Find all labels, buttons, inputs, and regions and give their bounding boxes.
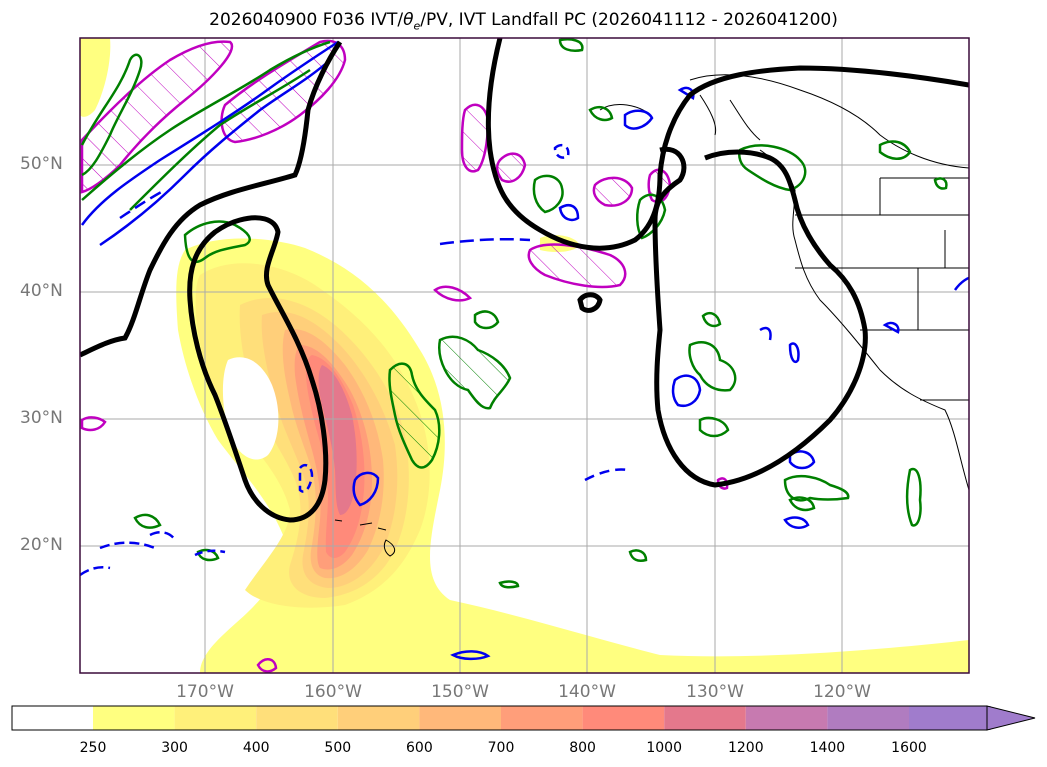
pc-region-center [460, 103, 490, 173]
colorbar-cell [909, 706, 991, 730]
lon-label-120w: 120°W [813, 682, 871, 702]
lat-label-40n: 40°N [20, 281, 63, 301]
pc-region-ellipse [592, 176, 634, 207]
lon-label-160w: 160°W [304, 682, 362, 702]
ivt-nw-strip [80, 38, 111, 117]
colorbar-cell [256, 706, 338, 730]
lon-label-170w: 170°W [176, 682, 234, 702]
colorbar [11, 705, 1036, 731]
map-title: 2026040900 F036 IVT/θe/PV, IVT Landfall … [209, 10, 838, 33]
colorbar-tick-label: 400 [242, 740, 270, 756]
colorbar-tick-label: 600 [406, 740, 433, 756]
colorbar-cell [12, 706, 93, 730]
ivt-hole [222, 357, 279, 460]
ivt-shading [80, 38, 969, 673]
colorbar-tick-label: 1600 [891, 740, 927, 756]
gridlines [80, 38, 969, 673]
theta-e-blue [80, 40, 969, 661]
colorbar-cell [664, 706, 746, 730]
colorbar-cell [337, 706, 420, 730]
lon-label-140w: 140°W [558, 682, 616, 702]
colorbar-cell [582, 706, 665, 730]
lon-label-150w: 150°W [431, 682, 489, 702]
colorbar-cell [419, 706, 501, 730]
colorbar-tick-label: 1400 [809, 740, 846, 756]
colorbar-tick-label: 1200 [727, 740, 764, 756]
lat-label-50n: 50°N [20, 154, 63, 174]
colorbar-cell [501, 706, 583, 730]
map-frame [79, 37, 970, 674]
lon-label-130w: 130°W [686, 682, 744, 702]
lat-label-20n: 20°N [20, 535, 63, 555]
pc-region-long [527, 243, 627, 289]
colorbar-tick-label: 1000 [646, 740, 683, 756]
colorbar-cell [827, 706, 909, 730]
pv-contour [80, 38, 969, 523]
pc-region-box [496, 152, 527, 183]
colorbar-tick-label: 700 [487, 740, 515, 756]
ivt-1000 [318, 365, 357, 515]
colorbar-cell [174, 706, 257, 730]
colorbar-tick-label: 250 [79, 740, 107, 756]
pc-region-nw [80, 40, 234, 194]
colorbar-frame [11, 705, 988, 731]
colorbar-cell [745, 706, 828, 730]
colorbar-tick-label: 300 [161, 740, 188, 756]
colorbar-tick-label: 500 [324, 740, 352, 756]
colorbar-cell [93, 706, 175, 730]
colorbar-tick-label: 800 [569, 740, 596, 756]
colorbar-extend-arrow [986, 705, 1036, 731]
lat-label-30n: 30°N [20, 408, 63, 428]
